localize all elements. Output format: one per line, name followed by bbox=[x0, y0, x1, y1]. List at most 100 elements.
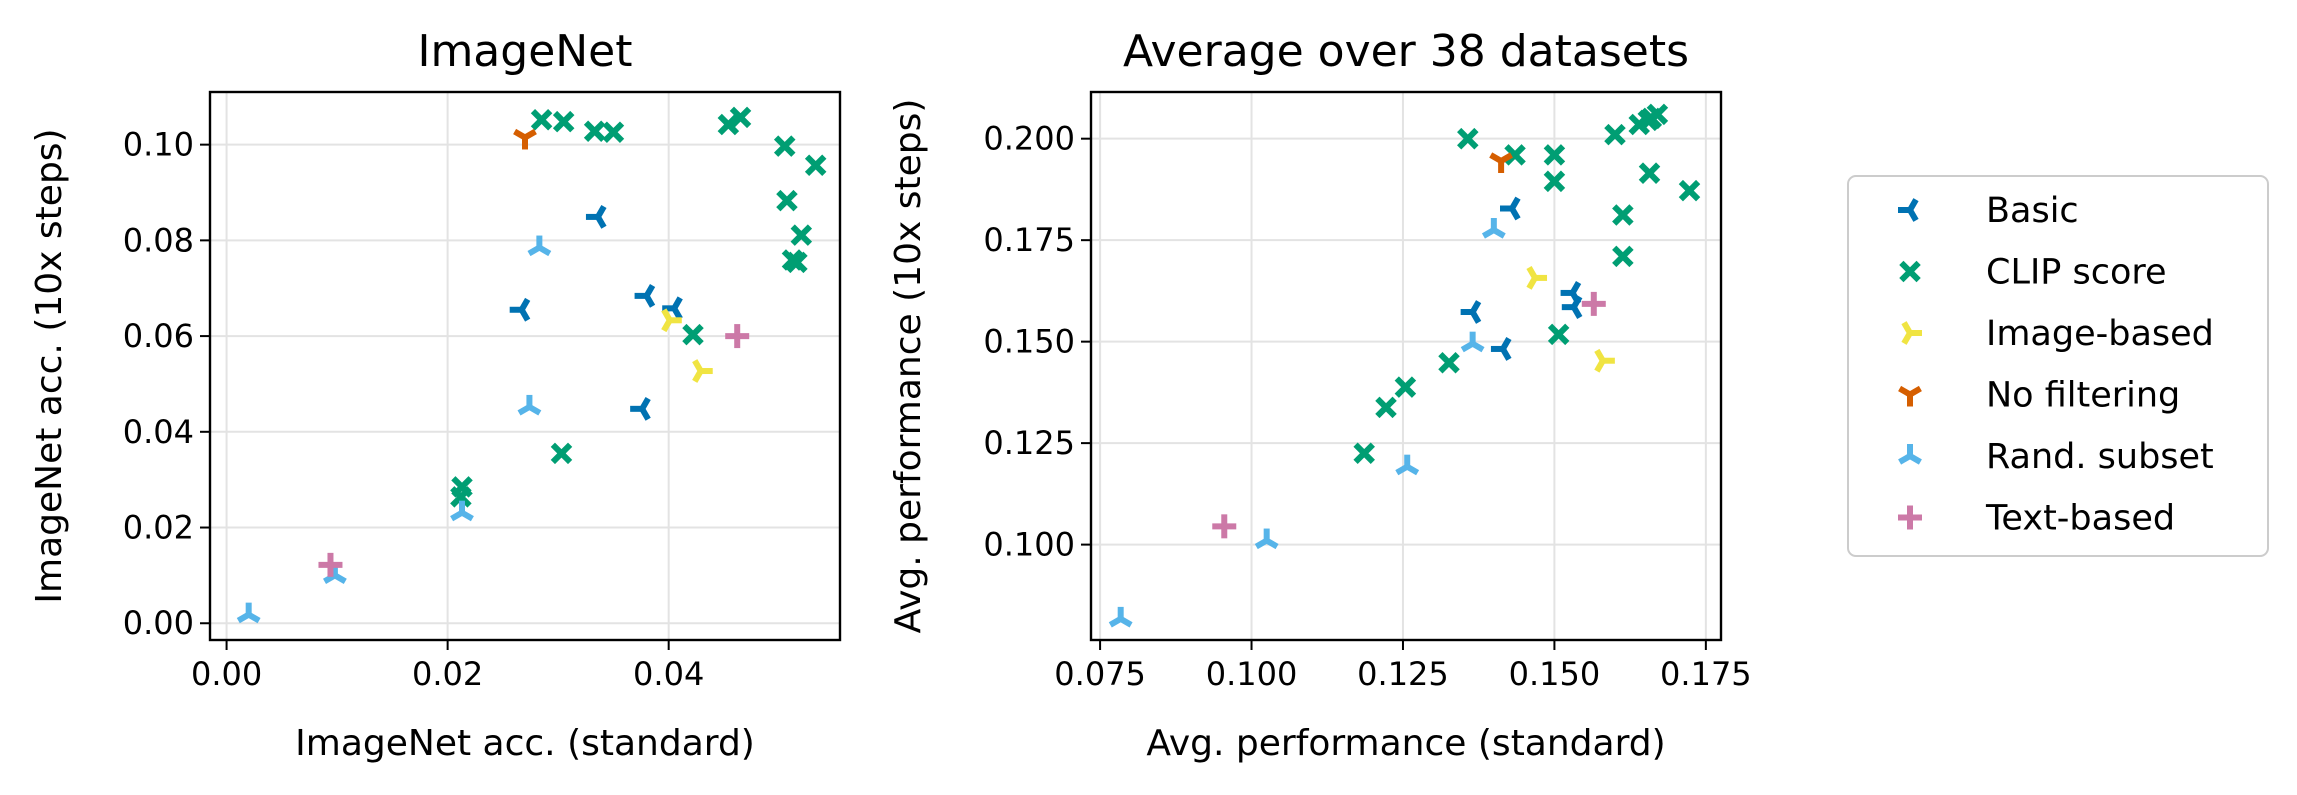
legend-marker-rand-subset bbox=[1898, 444, 1922, 465]
point-clip-score bbox=[717, 113, 740, 136]
chart-title: Average over 38 datasets bbox=[1123, 26, 1689, 77]
x-tick-label: 0.04 bbox=[633, 655, 704, 693]
plot-frame bbox=[208, 90, 842, 642]
point-image-based bbox=[661, 308, 682, 333]
point-basic bbox=[1500, 196, 1521, 221]
point-clip-score bbox=[552, 110, 575, 133]
point-clip-score bbox=[1678, 179, 1701, 202]
y-tick-label: 0.02 bbox=[123, 509, 194, 547]
legend-marker-clip-score bbox=[1899, 260, 1921, 283]
point-clip-score bbox=[1375, 396, 1397, 419]
y-tick-label: 0.00 bbox=[123, 604, 194, 642]
point-basic bbox=[509, 297, 531, 322]
chart-title: ImageNet bbox=[417, 26, 632, 77]
legend-entry-image-based: Image-based bbox=[1901, 314, 2214, 354]
legend-label: Image-based bbox=[1986, 314, 2214, 354]
point-rand-subset bbox=[1254, 528, 1279, 550]
point-clip-score bbox=[530, 108, 553, 131]
point-text-based bbox=[318, 552, 343, 577]
point-clip-score bbox=[550, 442, 573, 465]
legend-marker-image-based bbox=[1901, 321, 1922, 345]
point-clip-score bbox=[804, 154, 827, 176]
y-tick-label: 0.10 bbox=[123, 126, 194, 164]
point-clip-score bbox=[450, 486, 472, 508]
point-clip-score bbox=[1394, 376, 1417, 398]
point-basic bbox=[1490, 337, 1512, 361]
legend-label: Basic bbox=[1986, 191, 2079, 231]
y-tick-label: 0.150 bbox=[983, 323, 1075, 361]
series-clip-score bbox=[450, 106, 827, 508]
point-image-based bbox=[1526, 266, 1548, 290]
point-rand-subset bbox=[450, 500, 474, 522]
legend-frame bbox=[1847, 175, 2269, 557]
series-text-based bbox=[318, 324, 750, 577]
point-clip-score bbox=[1543, 170, 1566, 193]
point-clip-score bbox=[1612, 245, 1634, 268]
point-clip-score bbox=[1543, 144, 1566, 166]
point-basic bbox=[634, 283, 656, 308]
legend-label: CLIP score bbox=[1986, 253, 2167, 293]
y-tick-label: 0.100 bbox=[983, 526, 1075, 564]
point-clip-score bbox=[729, 106, 752, 129]
x-tick-label: 0.100 bbox=[1206, 655, 1298, 693]
x-tick-label: 0.175 bbox=[1660, 655, 1752, 693]
point-clip-score bbox=[773, 135, 796, 157]
x-tick-label: 0.02 bbox=[412, 655, 483, 693]
point-clip-score bbox=[602, 121, 625, 143]
legend-label: Text-based bbox=[1985, 499, 2175, 539]
point-clip-score bbox=[1547, 323, 1570, 346]
point-rand-subset bbox=[236, 602, 261, 624]
point-clip-score bbox=[1457, 127, 1479, 150]
point-clip-score bbox=[1612, 204, 1634, 226]
chart-imagenet: 0.00 0.02 0.04 0.00 0.02 0.04 0.06 0.08 0.10 Ima… bbox=[29, 26, 842, 764]
y-axis-label: ImageNet acc. (10x steps) bbox=[29, 128, 70, 603]
point-clip-score bbox=[1438, 351, 1460, 374]
point-text-based bbox=[1581, 291, 1606, 316]
y-tick-label: 0.04 bbox=[123, 413, 194, 451]
point-clip-score bbox=[1353, 442, 1375, 465]
x-tick-label: 0.075 bbox=[1054, 655, 1146, 693]
plot-frame bbox=[1089, 90, 1723, 642]
series-no-filtering bbox=[513, 128, 537, 150]
point-image-based bbox=[1594, 348, 1615, 373]
y-axis-label: Avg. performance (10x steps) bbox=[888, 99, 929, 634]
point-clip-score bbox=[776, 189, 798, 212]
point-clip-score bbox=[583, 120, 606, 143]
point-rand-subset bbox=[527, 235, 552, 257]
point-clip-score bbox=[790, 224, 813, 246]
point-rand-subset bbox=[517, 394, 542, 416]
y-tick-label: 0.08 bbox=[123, 221, 194, 259]
legend-label: No filtering bbox=[1986, 376, 2180, 416]
series-no-filtering bbox=[1489, 152, 1513, 174]
point-basic bbox=[630, 396, 651, 421]
point-rand-subset bbox=[1395, 454, 1420, 476]
y-tick-label: 0.125 bbox=[983, 424, 1075, 462]
x-tick-label: 0.00 bbox=[191, 655, 262, 693]
series-image-based bbox=[1526, 266, 1615, 373]
point-image-based bbox=[692, 359, 713, 383]
series-basic bbox=[509, 205, 683, 421]
point-rand-subset bbox=[1460, 331, 1485, 353]
legend-entry-text-based: Text-based bbox=[1898, 499, 2175, 539]
point-text-based bbox=[725, 324, 750, 349]
chart-average-38-datasets: 0.075 0.100 0.125 0.150 0.175 0.100 0.125 0.150… bbox=[888, 26, 1752, 764]
point-basic bbox=[1561, 295, 1583, 320]
legend-marker-basic bbox=[1898, 198, 1919, 222]
y-tick-label: 0.200 bbox=[983, 120, 1075, 158]
series-rand-subset bbox=[1108, 218, 1506, 628]
x-axis-label: Avg. performance (standard) bbox=[1146, 723, 1665, 764]
series-basic bbox=[1460, 196, 1583, 361]
point-basic bbox=[662, 296, 683, 321]
y-tick-label: 0.175 bbox=[983, 221, 1075, 259]
point-clip-score bbox=[1646, 103, 1669, 126]
legend-entry-no-filtering: No filtering bbox=[1898, 376, 2180, 416]
series-rand-subset bbox=[236, 235, 552, 624]
point-no-filtering bbox=[513, 128, 537, 150]
series-clip-score bbox=[1353, 103, 1701, 465]
point-rand-subset bbox=[1108, 606, 1133, 628]
point-clip-score bbox=[1604, 123, 1626, 146]
legend-entry-basic: Basic bbox=[1898, 191, 2079, 231]
point-no-filtering bbox=[1489, 152, 1513, 174]
x-tick-label: 0.125 bbox=[1357, 655, 1449, 693]
